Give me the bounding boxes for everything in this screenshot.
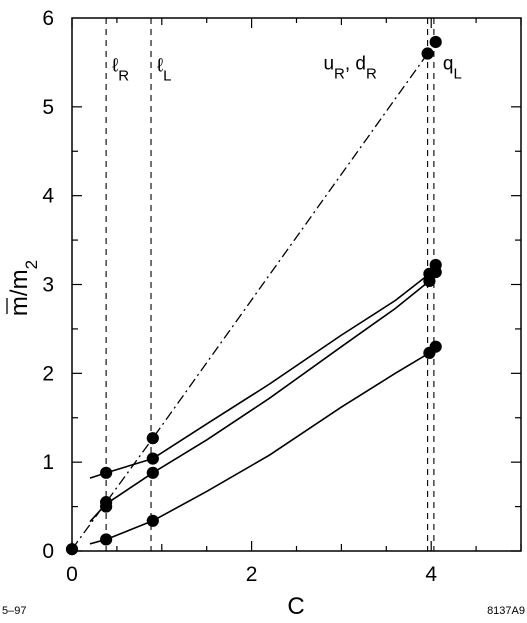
vertical-line-label-1: ℓL: [157, 55, 172, 84]
series-line-0: [71, 41, 437, 550]
x-axis-label: C: [287, 593, 304, 620]
y-tick-label-3: 3: [42, 274, 54, 297]
y-tick-label-4: 4: [42, 185, 54, 208]
series-3-point-1: [146, 514, 159, 527]
footnote-left: 5–97: [2, 605, 26, 617]
series-2-point-2: [146, 466, 159, 479]
y-tick-label-0: 0: [42, 540, 54, 563]
y-axis-label-over: /m: [6, 269, 33, 296]
svg-text:m/m2: m/m2: [6, 260, 41, 316]
series-2-point-3: [423, 274, 436, 288]
series-0-point-2: [421, 47, 434, 60]
x-tick-label-0: 0: [66, 563, 78, 586]
series-layer: [71, 41, 437, 550]
point-layer: [65, 35, 442, 556]
tick-layer: 0 1 2 3 4 5 6 0 2 4: [42, 7, 522, 586]
series-2-point-4: [429, 265, 442, 279]
x-tick-label-4: 4: [425, 563, 437, 586]
y-axis-label-main: m: [6, 296, 33, 316]
plot-frame: [71, 17, 522, 552]
top-label-layer: uR, dR qL: [323, 54, 461, 83]
y-tick-label-6: 6: [42, 7, 54, 30]
series-line-2: [89, 280, 430, 523]
y-tick-label-1: 1: [42, 451, 54, 474]
series-0-point-1: [146, 432, 159, 445]
series-2-point-1: [100, 496, 113, 509]
x-tick-label-2: 2: [246, 563, 258, 586]
y-axis-label-sub: 2: [22, 260, 41, 269]
y-axis-label: m/m2: [6, 260, 41, 316]
y-tick-label-2: 2: [42, 362, 54, 385]
top-label-0: uR, dR: [323, 54, 377, 83]
top-label-1: qL: [443, 54, 462, 83]
series-line-1: [89, 273, 430, 479]
y-tick-label-5: 5: [42, 96, 54, 119]
series-0-point-3: [429, 35, 442, 49]
vertical-line-label-0: ℓR: [112, 55, 129, 84]
series-1-point-0: [100, 466, 113, 479]
series-3-point-0: [100, 533, 113, 546]
series-1-point-1: [146, 452, 159, 465]
series-line-3: [89, 352, 430, 545]
footnote-right: 8137A9: [487, 605, 525, 617]
series-3-point-3: [429, 340, 442, 353]
